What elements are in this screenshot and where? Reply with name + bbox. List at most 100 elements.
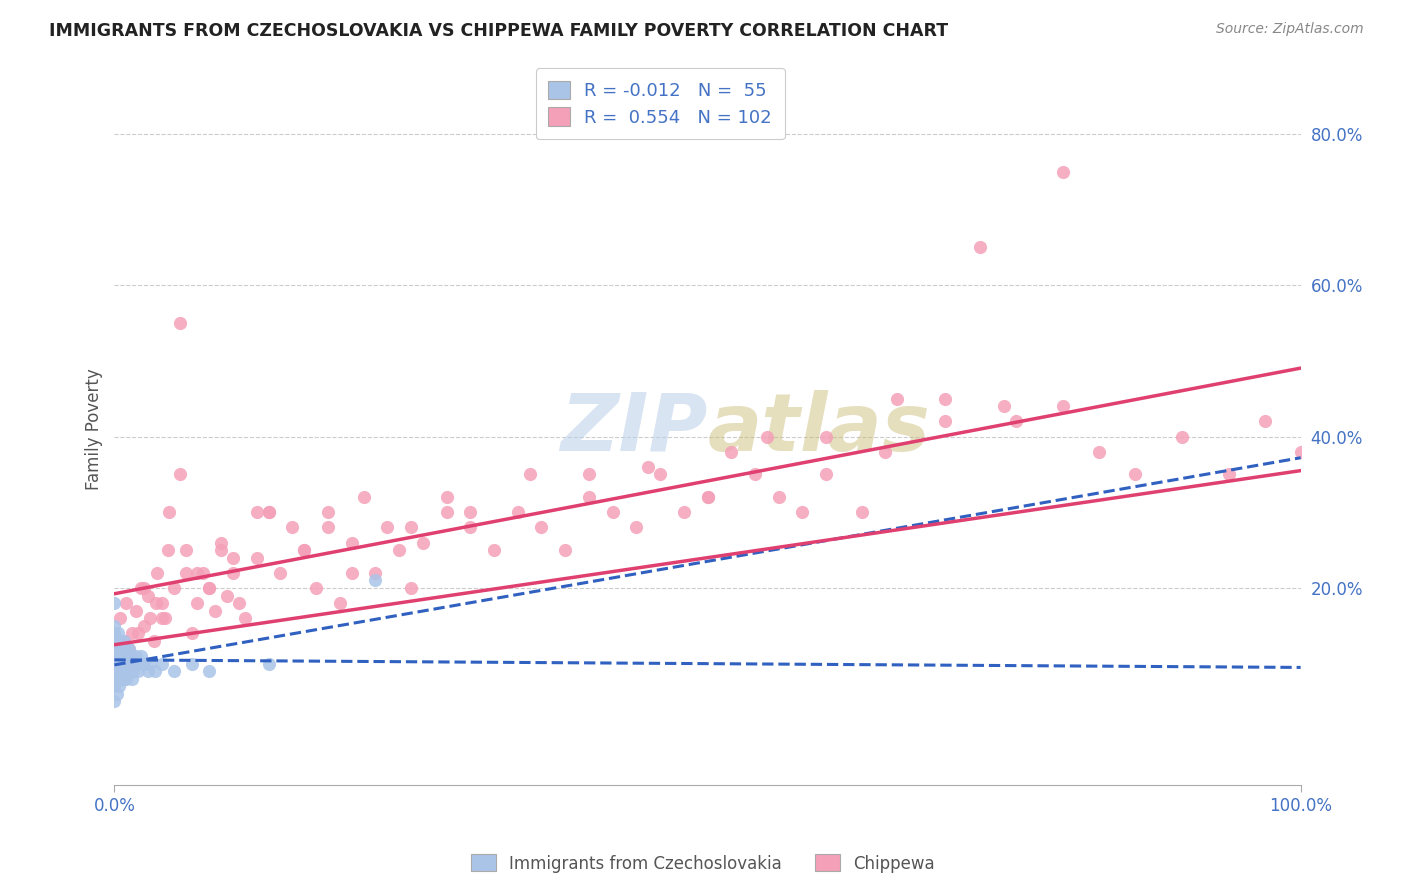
Point — [578, 467, 600, 482]
Point — [458, 505, 481, 519]
Text: IMMIGRANTS FROM CZECHOSLOVAKIA VS CHIPPEWA FAMILY POVERTY CORRELATION CHART: IMMIGRANTS FROM CZECHOSLOVAKIA VS CHIPPE… — [49, 22, 948, 40]
Point — [169, 316, 191, 330]
Point — [458, 520, 481, 534]
Point — [103, 641, 125, 656]
Point — [110, 672, 132, 686]
Point — [209, 535, 232, 549]
Point — [169, 467, 191, 482]
Point — [103, 679, 125, 693]
Point — [222, 550, 245, 565]
Point — [121, 672, 143, 686]
Point — [110, 634, 132, 648]
Point — [117, 664, 139, 678]
Point — [117, 657, 139, 671]
Point — [257, 505, 280, 519]
Point — [815, 429, 838, 443]
Point — [186, 566, 208, 580]
Point — [353, 490, 375, 504]
Point — [388, 543, 411, 558]
Point — [233, 611, 256, 625]
Point — [316, 505, 339, 519]
Point — [121, 657, 143, 671]
Point — [163, 581, 186, 595]
Point — [204, 604, 226, 618]
Point — [969, 240, 991, 254]
Point — [934, 414, 956, 428]
Point — [696, 490, 718, 504]
Point — [107, 672, 129, 686]
Point — [150, 657, 173, 671]
Point — [672, 505, 695, 519]
Text: Source: ZipAtlas.com: Source: ZipAtlas.com — [1216, 22, 1364, 37]
Point — [110, 649, 132, 664]
Point — [117, 641, 139, 656]
Point — [122, 664, 145, 678]
Point — [127, 626, 149, 640]
Point — [163, 664, 186, 678]
Point — [115, 657, 138, 671]
Point — [125, 604, 148, 618]
Point — [792, 505, 814, 519]
Point — [103, 694, 125, 708]
Point — [482, 543, 505, 558]
Point — [375, 520, 398, 534]
Point — [125, 649, 148, 664]
Point — [1052, 164, 1074, 178]
Point — [768, 490, 790, 504]
Point — [103, 619, 125, 633]
Point — [436, 505, 458, 519]
Point — [530, 520, 553, 534]
Point — [436, 490, 458, 504]
Point — [257, 657, 280, 671]
Point — [111, 664, 134, 678]
Point — [155, 611, 177, 625]
Point — [115, 641, 138, 656]
Point — [696, 490, 718, 504]
Point — [139, 611, 162, 625]
Legend: Immigrants from Czechoslovakia, Chippewa: Immigrants from Czechoslovakia, Chippewa — [464, 847, 942, 880]
Point — [103, 626, 125, 640]
Point — [125, 657, 148, 671]
Point — [112, 672, 135, 686]
Point — [103, 672, 125, 686]
Point — [112, 657, 135, 671]
Point — [755, 429, 778, 443]
Point — [340, 535, 363, 549]
Point — [146, 566, 169, 580]
Point — [186, 596, 208, 610]
Point — [209, 543, 232, 558]
Point — [111, 641, 134, 656]
Point — [744, 467, 766, 482]
Point — [1171, 429, 1194, 443]
Point — [626, 520, 648, 534]
Point — [222, 566, 245, 580]
Point — [180, 657, 202, 671]
Point — [1289, 444, 1312, 458]
Point — [112, 634, 135, 648]
Point — [108, 679, 131, 693]
Point — [157, 505, 180, 519]
Point — [554, 543, 576, 558]
Text: atlas: atlas — [707, 390, 931, 468]
Point — [108, 657, 131, 671]
Point — [246, 505, 269, 519]
Point — [115, 596, 138, 610]
Point — [399, 520, 422, 534]
Point — [246, 550, 269, 565]
Point — [105, 687, 128, 701]
Point — [886, 392, 908, 406]
Point — [174, 543, 197, 558]
Point — [198, 581, 221, 595]
Text: ZIP: ZIP — [560, 390, 707, 468]
Point — [118, 664, 141, 678]
Point — [174, 566, 197, 580]
Point — [1254, 414, 1277, 428]
Point — [506, 505, 529, 519]
Point — [127, 664, 149, 678]
Point — [412, 535, 434, 549]
Point — [110, 657, 132, 671]
Y-axis label: Family Poverty: Family Poverty — [86, 368, 103, 490]
Point — [117, 641, 139, 656]
Point — [105, 649, 128, 664]
Point — [228, 596, 250, 610]
